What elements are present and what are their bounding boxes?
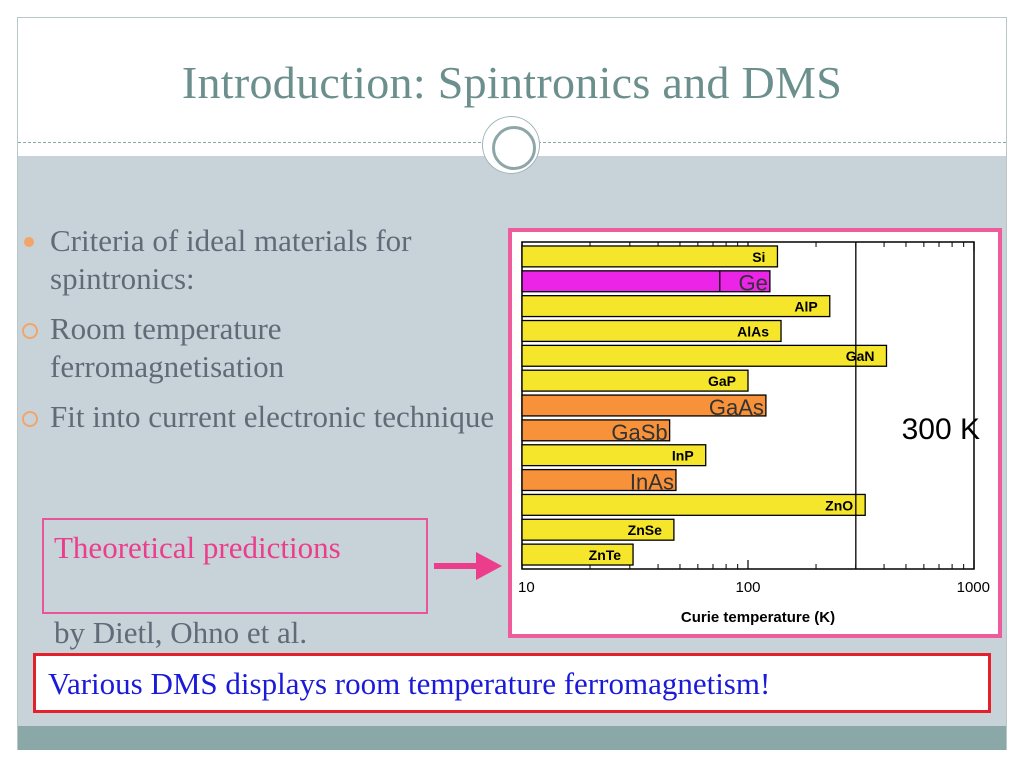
chart-container: 10 100 1000 Curie temperature (K) Si Ge AlP AlA… [508,228,1002,638]
footer-bar [18,726,1006,750]
ring-ornament-icon [483,117,539,173]
slide-title: Introduction: Spintronics and DMS [181,57,843,108]
bar [521,319,782,343]
bullet-item: Criteria of ideal materials for spintron… [20,222,510,298]
filled-bullet-icon [24,237,34,247]
x-axis-label: Curie temperature (K) [681,609,835,626]
banner-text: Various DMS displays room temperature fe… [48,666,771,701]
bullet-list: Criteria of ideal materials for spintron… [20,222,510,448]
bar [521,468,677,492]
bar [521,543,634,566]
bar [521,493,866,516]
bar [521,518,675,541]
bar-label: GaN [846,348,875,364]
prediction-box [42,518,428,614]
x-tick-label: 1000 [957,579,990,596]
bar [521,295,831,318]
reference-line-label: 300 K [902,413,980,446]
bar-label: GaAs [709,395,764,420]
prediction-author: by Dietl, Ohno et al. [54,615,308,650]
bar [521,344,888,367]
arrow-right-icon [434,552,502,580]
bar-label: AlP [794,299,817,315]
bar [521,419,671,442]
bullet-item: Fit into current electronic technique [20,398,510,436]
bar-label: ZnO [825,497,853,513]
conclusion-banner: Various DMS displays room temperature fe… [33,653,991,713]
bar-label: Si [752,249,765,265]
bar-label: ZnTe [589,547,622,563]
bullet-text: Room temperature ferromagnetisation [50,311,285,384]
bar [521,444,707,467]
bullet-text: Criteria of ideal materials for spintron… [50,223,412,296]
bar-label: InAs [630,469,674,494]
bar-label: ZnSe [628,522,662,538]
bar-label: Ge [739,271,768,296]
prediction-label: Theoretical predictions [54,530,341,565]
bar-label: GaSb [611,420,667,445]
bar [521,369,749,392]
curie-temperature-chart: 10 100 1000 Curie temperature (K) Si Ge AlP AlA… [518,241,990,626]
bullet-item: Room temperature ferromagnetisation [20,310,510,386]
hollow-bullet-icon [22,323,38,339]
bar-label: AlAs [737,323,769,339]
hollow-bullet-icon [22,411,38,427]
bar-label: InP [672,448,694,464]
bar [521,270,771,293]
x-tick-label: 10 [518,579,535,596]
bar-label: GaP [708,373,736,389]
bar [521,394,767,417]
x-tick-label: 100 [735,579,760,596]
bullet-text: Fit into current electronic technique [50,399,495,434]
bar [521,245,779,268]
